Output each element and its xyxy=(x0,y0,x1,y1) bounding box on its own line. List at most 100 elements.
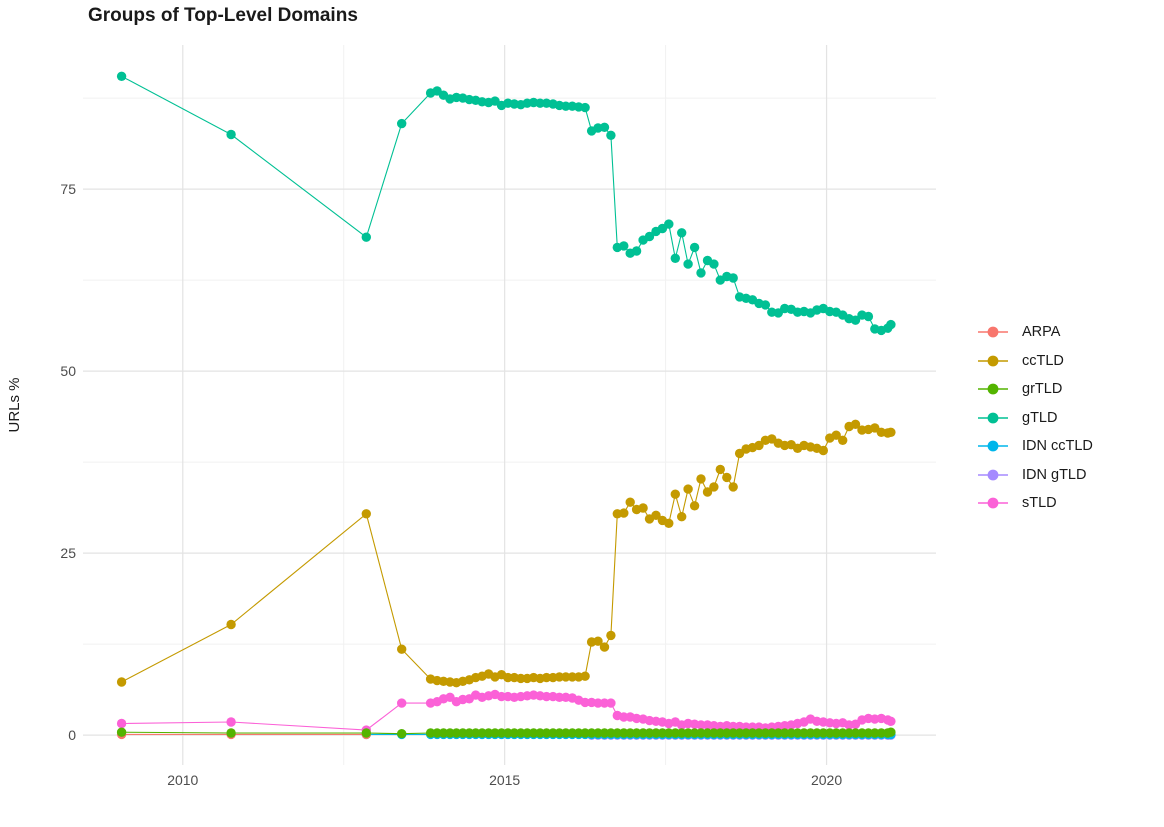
series-point-cctld xyxy=(580,671,590,681)
series-point-grtld xyxy=(477,728,487,738)
legend-label: sTLD xyxy=(1022,495,1057,511)
series-point-grtld xyxy=(715,728,725,738)
series-point-grtld xyxy=(593,728,603,738)
series-point-cctld xyxy=(638,503,648,513)
series-point-stld xyxy=(541,691,552,702)
series-point-gtld xyxy=(664,219,674,229)
y-tick-label: 50 xyxy=(60,363,76,380)
series-line-gtld xyxy=(121,75,892,331)
series-point-cctld xyxy=(619,508,629,518)
legend-item-idn-gtld: IDN gTLD xyxy=(976,465,1093,485)
legend-key-icon xyxy=(978,326,1008,338)
series-point-grtld xyxy=(850,728,861,738)
series-point-grtld xyxy=(696,728,706,738)
series-point-cctld xyxy=(226,619,236,630)
series-point-grtld xyxy=(509,728,519,738)
series-point-gtld xyxy=(670,253,680,263)
series-point-cctld xyxy=(702,487,713,497)
series-point-gtld xyxy=(683,259,693,269)
series-point-grtld xyxy=(425,728,436,738)
series-point-grtld xyxy=(799,728,809,738)
series-point-gtld xyxy=(644,231,655,242)
series-point-grtld xyxy=(870,728,880,738)
series-point-gtld xyxy=(709,259,719,269)
series-point-cctld xyxy=(838,435,848,445)
series-point-grtld xyxy=(458,728,468,738)
series-point-cctld xyxy=(561,672,571,682)
series-point-gtld xyxy=(397,118,407,129)
series-point-cctld xyxy=(728,482,738,492)
series-point-cctld xyxy=(541,672,552,683)
legend-key-icon xyxy=(978,469,1008,480)
legend: ARPA ccTLD grTLD gTLD IDN ccTLD IDN gTLD sTLD xyxy=(976,322,1093,522)
series-point-gtld xyxy=(677,228,687,238)
series-point-gtld xyxy=(760,300,771,310)
series-point-cctld xyxy=(715,464,725,475)
x-tick-label: 2010 xyxy=(167,772,199,788)
series-point-cctld xyxy=(361,509,371,519)
series-point-cctld xyxy=(664,518,674,528)
series-point-grtld xyxy=(644,728,655,738)
series-point-cctld xyxy=(651,510,661,520)
series-point-grtld xyxy=(580,728,590,738)
series-point-grtld xyxy=(780,728,790,738)
series-point-gtld xyxy=(728,273,738,283)
series-point-stld xyxy=(226,717,236,727)
series-point-cctld xyxy=(593,636,603,646)
series-point-gtld xyxy=(696,268,706,278)
series-point-gtld xyxy=(116,71,127,82)
series-point-grtld xyxy=(612,728,622,738)
series-point-grtld xyxy=(631,728,642,738)
series-point-cctld xyxy=(709,482,719,492)
series-point-grtld xyxy=(747,728,758,738)
legend-label: grTLD xyxy=(1022,381,1063,397)
series-point-cctld xyxy=(722,472,732,483)
series-point-grtld xyxy=(116,727,127,737)
series-point-grtld xyxy=(361,728,371,738)
x-tick-label: 2015 xyxy=(489,772,521,788)
series-point-gtld xyxy=(863,311,874,322)
series-point-cctld xyxy=(850,419,861,429)
series-point-stld xyxy=(116,718,127,729)
series-point-cctld xyxy=(754,440,764,451)
series-point-grtld xyxy=(664,728,674,738)
legend-key-icon xyxy=(978,412,1008,423)
series-point-cctld xyxy=(818,445,828,456)
series-point-grtld xyxy=(734,728,745,738)
legend-key-icon xyxy=(978,383,1008,395)
series-point-cctld xyxy=(683,484,693,494)
series-point-cctld xyxy=(397,644,407,654)
series-point-grtld xyxy=(886,727,896,737)
series-point-cctld xyxy=(689,501,700,511)
series-point-gtld xyxy=(561,101,571,111)
series-point-stld xyxy=(593,698,603,708)
series-point-grtld xyxy=(767,728,777,738)
legend-label: IDN ccTLD xyxy=(1022,438,1093,454)
series-point-gtld xyxy=(689,242,700,253)
series-point-cctld xyxy=(670,489,680,499)
series-point-grtld xyxy=(541,728,552,738)
series-point-grtld xyxy=(490,728,500,738)
legend-label: ccTLD xyxy=(1022,352,1064,369)
legend-key-icon xyxy=(978,497,1008,509)
series-point-stld xyxy=(606,698,616,708)
series-point-grtld xyxy=(438,728,449,738)
series-point-gtld xyxy=(886,319,896,330)
series-point-cctld xyxy=(606,630,616,641)
series-point-grtld xyxy=(226,728,236,738)
y-tick-label: 25 xyxy=(60,545,76,562)
legend-key-icon xyxy=(978,440,1008,452)
series-point-cctld xyxy=(116,677,127,687)
legend-label: gTLD xyxy=(1022,409,1058,426)
series-point-cctld xyxy=(625,497,635,507)
series-point-stld xyxy=(397,698,407,708)
series-point-cctld xyxy=(831,430,841,440)
chart-title: Groups of Top-Level Domains xyxy=(88,5,358,26)
series-point-grtld xyxy=(831,728,841,738)
legend-item-stld: sTLD xyxy=(976,493,1093,513)
legend-item-cctld: ccTLD xyxy=(976,351,1093,371)
legend-label: IDN gTLD xyxy=(1022,466,1087,483)
series-point-grtld xyxy=(683,728,693,738)
